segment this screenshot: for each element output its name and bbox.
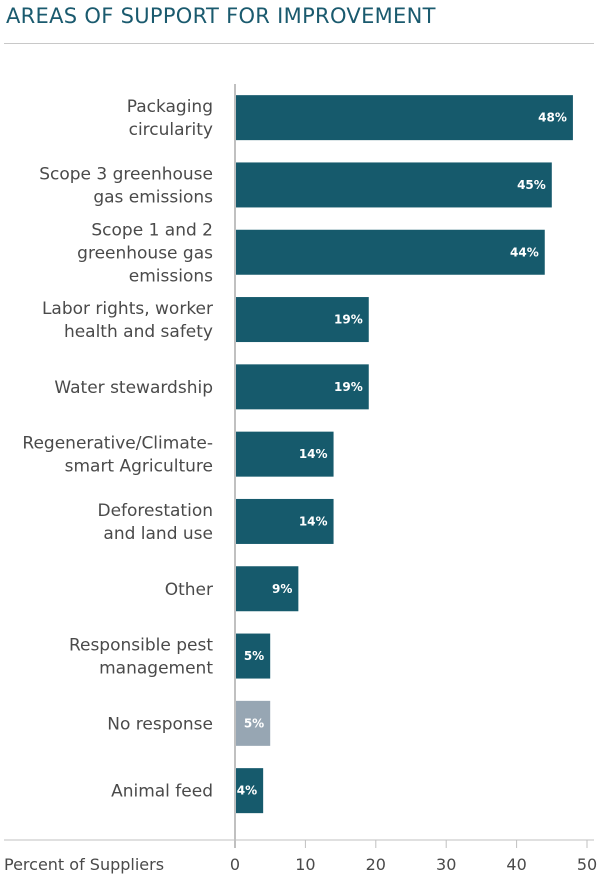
category-label: management [99, 659, 213, 679]
x-tick-label: 10 [295, 855, 315, 874]
category-label: gas emissions [93, 187, 213, 207]
bar [235, 633, 271, 679]
bar-value-label: 44% [510, 245, 539, 259]
bar [235, 498, 334, 544]
bar-value-label: 5% [244, 716, 264, 730]
bar-value-label: 45% [517, 178, 546, 192]
bar-value-label: 9% [272, 582, 292, 596]
bar [235, 297, 369, 343]
bar-value-label: 19% [334, 380, 363, 394]
bar [235, 700, 271, 746]
category-label: Deforestation [97, 501, 213, 521]
category-label: Animal feed [111, 782, 213, 802]
x-axis-title: Percent of Suppliers [4, 855, 164, 874]
category-label: Labor rights, worker [42, 299, 213, 319]
x-tick-label: 40 [506, 855, 526, 874]
category-label: health and safety [64, 322, 213, 342]
category-label: and land use [103, 524, 213, 544]
bar-value-label: 5% [244, 649, 264, 663]
bar [235, 229, 545, 275]
category-label: Packaging [127, 97, 213, 117]
category-label: Scope 3 greenhouse [39, 164, 213, 184]
bar [235, 162, 552, 208]
chart-title: AREAS OF SUPPORT FOR IMPROVEMENT [6, 4, 436, 28]
bar-value-label: 48% [538, 111, 567, 125]
category-label: Other [165, 580, 213, 600]
bar-value-label: 4% [237, 784, 257, 798]
category-label: emissions [129, 266, 213, 286]
bar [235, 364, 369, 410]
x-tick-label: 50 [577, 855, 597, 874]
bar [235, 566, 299, 612]
bar-value-label: 14% [299, 514, 328, 528]
category-label: greenhouse gas [77, 243, 213, 263]
category-label: smart Agriculture [65, 457, 213, 477]
title-divider [4, 43, 594, 44]
x-tick-label: 20 [366, 855, 386, 874]
category-label: No response [107, 714, 213, 734]
x-tick-label: 30 [436, 855, 456, 874]
category-label: Water stewardship [54, 378, 213, 398]
category-label: Responsible pest [69, 636, 213, 656]
bar [235, 431, 334, 477]
category-label: circularity [129, 120, 213, 140]
bar [235, 768, 264, 814]
bar [235, 95, 573, 141]
category-label: Scope 1 and 2 [91, 220, 213, 240]
bar-value-label: 14% [299, 447, 328, 461]
bar-value-label: 19% [334, 313, 363, 327]
category-label: Regenerative/Climate- [22, 434, 213, 454]
x-tick-label: 0 [230, 855, 240, 874]
